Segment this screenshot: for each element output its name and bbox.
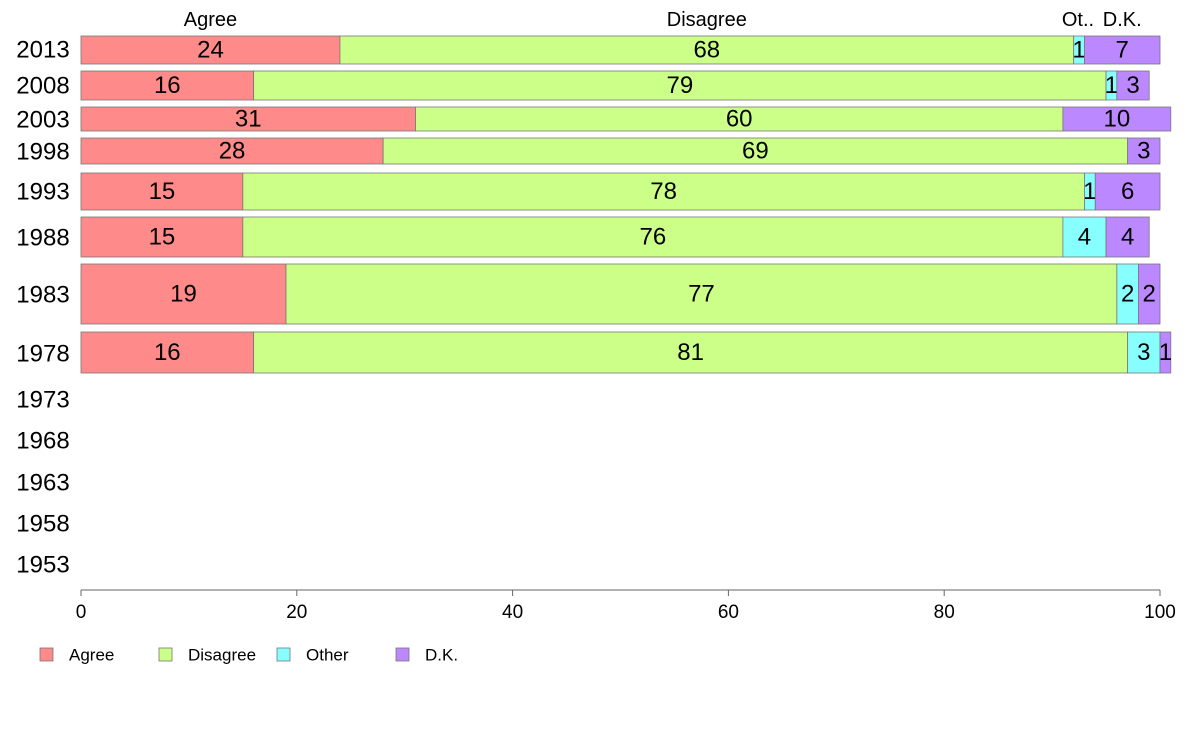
bar-1983-disagree (285, 263, 1118, 325)
bar-1988-disagree (242, 216, 1064, 258)
data-label-1988-2: 4 (1078, 224, 1091, 251)
data-label-1978-1: 81 (677, 339, 704, 366)
bar-2003-dk (1062, 106, 1172, 132)
data-label-1988-3: 4 (1121, 224, 1134, 251)
data-label-1998-0: 28 (219, 138, 246, 165)
legend-swatch-0 (39, 647, 54, 662)
data-label-2008-1: 79 (666, 72, 693, 99)
data-label-2013-0: 24 (197, 37, 224, 64)
bar-1993-agree (80, 172, 244, 211)
bar-2003-agree (80, 106, 416, 132)
bar-2008-disagree (253, 70, 1107, 101)
data-label-1988-1: 76 (640, 224, 667, 251)
data-label-1983-2: 2 (1121, 281, 1134, 308)
bar-1983-agree (80, 263, 287, 325)
header-label-3: D.K. (1103, 9, 1142, 31)
data-label-2003-0: 31 (235, 106, 262, 133)
data-label-1998-3: 3 (1137, 138, 1150, 165)
year-label-1973: 1973 (16, 387, 69, 414)
year-label-1993: 1993 (16, 179, 69, 206)
bar-1993-dk (1094, 172, 1161, 211)
year-label-1983: 1983 (16, 282, 69, 309)
year-label-2013: 2013 (16, 37, 69, 64)
data-label-1978-0: 16 (154, 339, 181, 366)
bar-1988-other (1062, 216, 1107, 258)
data-label-1993-1: 78 (650, 178, 677, 205)
year-axis-labels: 2013 2008 2003 1998 1993 1988 1983 1978 1973 1968… (16, 37, 69, 579)
data-label-1978-3: 1 (1159, 339, 1172, 366)
bar-1998-dk (1127, 137, 1161, 165)
bar-1978-dk (1159, 331, 1172, 374)
legend-label-3: D.K. (425, 646, 458, 665)
legend-swatch-2 (276, 647, 291, 662)
data-label-2008-3: 3 (1126, 72, 1139, 99)
header-label-2: Ot.. (1062, 9, 1094, 31)
data-label-1978-2: 3 (1137, 339, 1150, 366)
data-label-2008-2: 1 (1105, 72, 1118, 99)
x-tick-label-20: 20 (286, 602, 307, 623)
year-label-1968: 1968 (16, 428, 69, 455)
data-label-2003-1: 60 (726, 106, 753, 133)
bar-2013-disagree (339, 35, 1075, 65)
legend-label-2: Other (306, 646, 349, 665)
bar-1983-dk (1138, 263, 1161, 325)
bar-2008-dk (1116, 70, 1150, 101)
bar-2003-disagree (415, 106, 1064, 132)
data-label-2013-3: 7 (1116, 37, 1129, 64)
bar-1993-disagree (242, 172, 1085, 211)
bar-2013-agree (80, 35, 341, 65)
x-tick-label-80: 80 (934, 602, 955, 623)
year-label-1978: 1978 (16, 341, 69, 368)
data-label-1993-3: 6 (1121, 178, 1134, 205)
x-tick-label-40: 40 (502, 602, 523, 623)
year-label-1998: 1998 (16, 139, 69, 166)
data-label-2008-0: 16 (154, 72, 181, 99)
x-tick-label-60: 60 (718, 602, 739, 623)
x-axis: 0 20 40 60 80 100 (76, 589, 1176, 623)
data-label-2013-2: 1 (1072, 37, 1085, 64)
legend-swatch-3 (395, 647, 410, 662)
category-header-labels: Agree Disagree Ot.. D.K. (184, 9, 1142, 31)
year-label-2008: 2008 (16, 73, 69, 100)
data-label-2013-1: 68 (693, 37, 720, 64)
year-label-2003: 2003 (16, 107, 69, 134)
year-label-1963: 1963 (16, 470, 69, 497)
bar-1988-dk (1105, 216, 1150, 258)
year-label-1988: 1988 (16, 225, 69, 252)
data-label-1983-3: 2 (1143, 281, 1156, 308)
data-label-1993-2: 1 (1083, 178, 1096, 205)
bar-1998-disagree (382, 137, 1129, 165)
data-label-1983-0: 19 (170, 281, 197, 308)
legend-label-0: Agree (69, 646, 114, 665)
bar-1978-disagree (253, 331, 1129, 374)
data-label-1988-0: 15 (149, 224, 176, 251)
data-label-1993-0: 15 (149, 178, 176, 205)
year-label-1958: 1958 (16, 511, 69, 538)
bar-1988-agree (80, 216, 244, 258)
header-label-1: Disagree (667, 9, 747, 31)
legend-label-1: Disagree (188, 646, 256, 665)
legend: Agree Disagree Other D.K. (39, 646, 458, 665)
x-tick-label-0: 0 (76, 602, 87, 623)
bar-1978-other (1127, 331, 1161, 374)
bar-1978-agree (80, 331, 255, 374)
data-label-1998-1: 69 (742, 138, 769, 165)
header-label-0: Agree (184, 9, 237, 31)
bar-2013-dk (1084, 35, 1161, 65)
data-label-2003-3: 10 (1103, 106, 1130, 133)
x-tick-label-100: 100 (1144, 602, 1176, 623)
year-label-1953: 1953 (16, 552, 69, 579)
data-label-1983-1: 77 (688, 281, 715, 308)
legend-swatch-1 (158, 647, 173, 662)
